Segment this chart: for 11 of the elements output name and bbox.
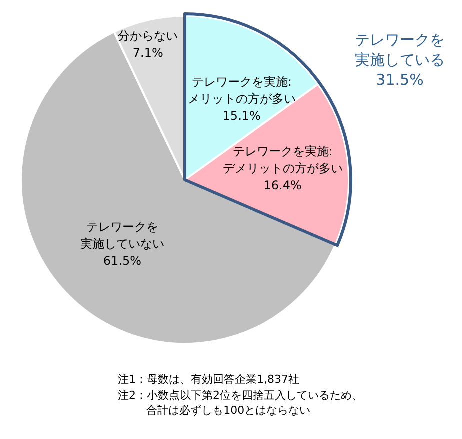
data-label: 61.5% bbox=[103, 254, 142, 268]
text: 注2：小数点以下第2位を四捨五入しているため、合計は必ずしも100とはならない bbox=[118, 388, 363, 418]
slice-label: 分からない bbox=[118, 29, 178, 44]
text: テレワークを実施している31.5% bbox=[354, 30, 446, 90]
text: 注1：母数は、有効回答企業1,837社 bbox=[118, 372, 300, 387]
data-label: 7.1% bbox=[132, 46, 164, 60]
data-label: 15.1% bbox=[222, 108, 261, 123]
slice-label: テレワークを実施していない bbox=[80, 220, 164, 252]
slice-label: テレワークを実施:デメリットの方が多い bbox=[222, 144, 343, 176]
slice-label: テレワークを実施:メリットの方が多い bbox=[188, 74, 296, 106]
data-label: 16.4% bbox=[264, 178, 302, 192]
